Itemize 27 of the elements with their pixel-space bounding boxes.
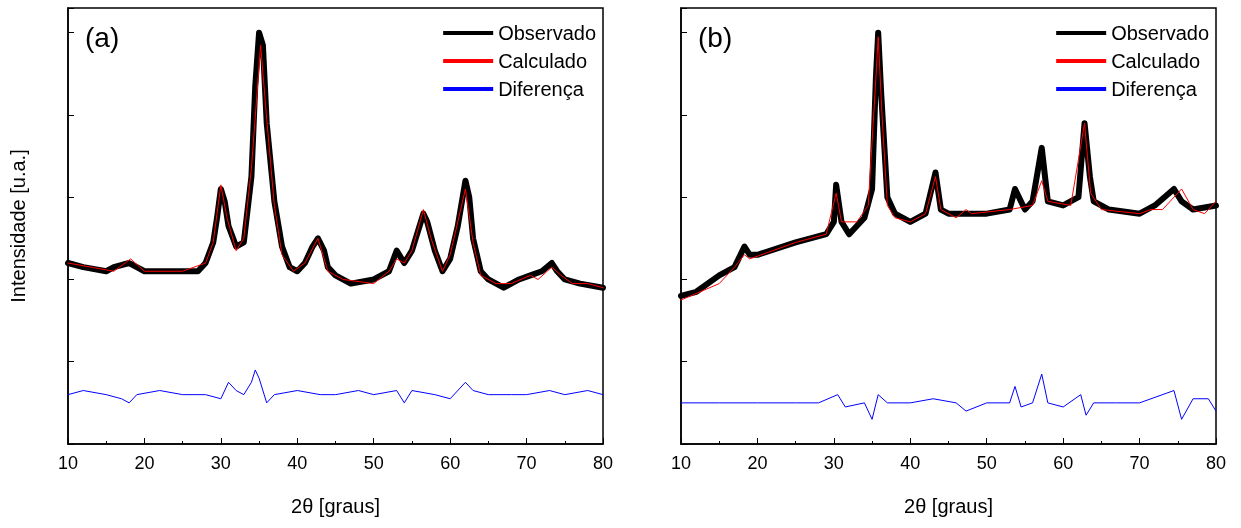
- x-tick-label: 20: [134, 453, 155, 473]
- x-tick-label: 50: [363, 453, 384, 473]
- legend-label: Calculado: [498, 50, 588, 72]
- x-axis-title: 2θ [graus]: [904, 495, 993, 517]
- chart-title: (b): [698, 21, 733, 53]
- x-axis-title: 2θ [graus]: [291, 495, 380, 517]
- legend-label: Diferença: [498, 78, 585, 100]
- y-axis-title: Intensidade [u.a.]: [7, 149, 29, 303]
- x-tick-label: 40: [900, 453, 921, 473]
- x-tick-label: 10: [57, 453, 79, 473]
- x-tick-label: 80: [592, 453, 614, 473]
- x-tick-label: 30: [823, 453, 844, 473]
- legend-label: Observado: [498, 22, 597, 44]
- x-tick-label: 40: [287, 453, 308, 473]
- legend-label: Calculado: [1111, 50, 1201, 72]
- x-tick-label: 70: [516, 453, 537, 473]
- x-tick-label: 30: [210, 453, 231, 473]
- x-tick-label: 70: [1129, 453, 1150, 473]
- legend-label: Observado: [1111, 22, 1210, 44]
- x-tick-label: 10: [670, 453, 692, 473]
- x-tick-label: 60: [440, 453, 461, 473]
- x-tick-label: 80: [1205, 453, 1227, 473]
- x-tick-label: 50: [976, 453, 997, 473]
- legend-label: Diferença: [1111, 78, 1198, 100]
- x-tick-label: 20: [747, 453, 768, 473]
- x-tick-label: 60: [1053, 453, 1074, 473]
- chart-title: (a): [85, 21, 120, 53]
